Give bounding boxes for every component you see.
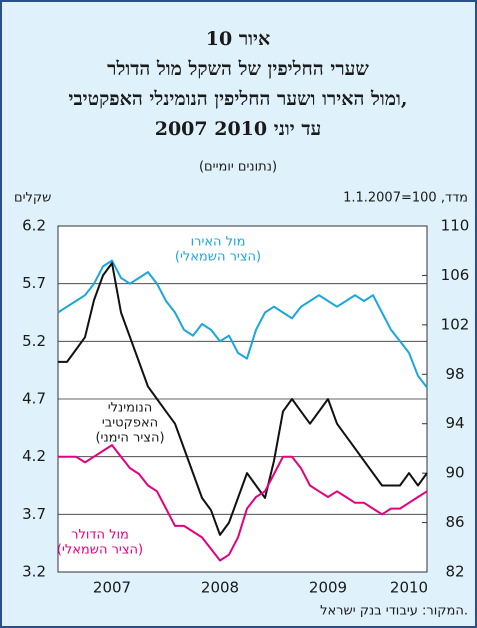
series-label: האפקטיבי — [102, 416, 158, 431]
chart-title: ומול האירו ושער החליפין הנומינלי האפקטיב… — [69, 88, 408, 110]
y2-tick-label: 86 — [445, 513, 464, 531]
y-tick-label: 5.7 — [22, 274, 46, 292]
series-label: מול האירו — [191, 235, 246, 250]
y2-tick-label: 94 — [445, 414, 464, 432]
series-line — [57, 259, 428, 389]
y2-axis-label: מדד, 100=1.1.2007 — [343, 191, 468, 206]
series-label: מול הדולר — [71, 528, 129, 543]
x-tick-label: 2009 — [309, 579, 347, 597]
series-label: (הציר הימני) — [95, 431, 164, 446]
y2-tick-label: 98 — [445, 365, 464, 383]
y-tick-label: 4.2 — [22, 447, 46, 465]
series-label: (הציר השמאלי) — [175, 250, 261, 265]
chart-title: איור 10 — [206, 28, 270, 50]
y2-tick-label: 82 — [445, 563, 464, 581]
y-tick-label: 3.2 — [22, 563, 46, 581]
source: המקור: עיבודי בנק ישראל. — [320, 604, 468, 619]
y-axis-label: שקלים — [14, 191, 51, 206]
y-tick-label: 5.2 — [22, 332, 46, 350]
series-line — [58, 262, 428, 536]
x-tick-label: 2010 — [390, 579, 428, 597]
series-label: (הציר השמאלי) — [57, 543, 143, 558]
y2-tick-label: 106 — [441, 266, 470, 284]
series-label: הנומינלי — [108, 401, 152, 416]
y-tick-label: 4.7 — [22, 390, 46, 408]
x-tick-label: 2007 — [93, 579, 131, 597]
chart-title: 2007 עד יוני 2010 — [155, 118, 322, 140]
chart-title: שערי החליפין של השקל מול הדולר — [107, 58, 369, 80]
y2-tick-label: 102 — [441, 315, 470, 333]
y2-tick-label: 90 — [445, 464, 464, 482]
y-tick-label: 6.2 — [22, 217, 46, 235]
y2-tick-label: 110 — [441, 217, 470, 235]
series-line — [58, 444, 428, 562]
subtitle: (נתונים יומיים) — [199, 160, 277, 175]
x-tick-label: 2008 — [201, 579, 239, 597]
y-tick-label: 3.7 — [22, 505, 46, 523]
